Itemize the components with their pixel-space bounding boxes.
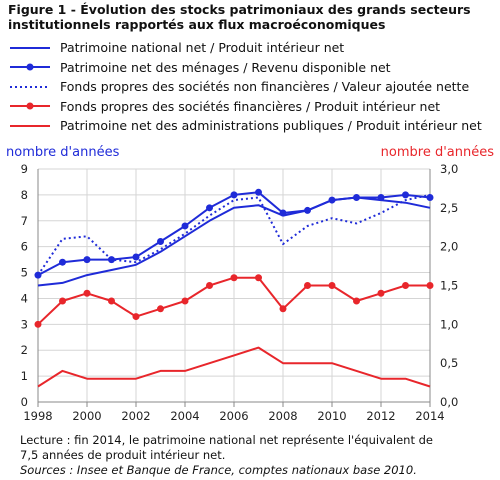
data-point bbox=[59, 258, 66, 266]
data-point bbox=[132, 253, 140, 261]
y-left-tick-label: 6 bbox=[21, 240, 28, 254]
series bbox=[34, 188, 434, 388]
y-right-tick-label: 0,5 bbox=[440, 356, 458, 370]
series-line-4 bbox=[37, 346, 431, 388]
x-tick-label: 2012 bbox=[366, 409, 395, 423]
x-tick-label: 2004 bbox=[170, 409, 199, 423]
data-point bbox=[328, 282, 336, 289]
reading-note: Lecture : fin 2014, le patrimoine nation… bbox=[20, 433, 490, 478]
data-point bbox=[353, 297, 360, 305]
legend-label: Fonds propres des sociétés financières /… bbox=[60, 98, 441, 114]
data-point bbox=[353, 193, 360, 201]
source-line: Sources : Insee et Banque de France, com… bbox=[20, 463, 417, 477]
data-point bbox=[402, 282, 409, 289]
legend-swatch bbox=[10, 124, 50, 127]
data-point bbox=[402, 191, 409, 199]
y-right-axis-title: nombre d'années bbox=[380, 145, 494, 160]
data-point bbox=[157, 305, 164, 313]
y-right-tick-label: 1,5 bbox=[440, 279, 458, 293]
y-left-tick-label: 1 bbox=[21, 369, 28, 383]
data-point bbox=[34, 271, 42, 279]
data-point bbox=[279, 305, 287, 313]
x-tick-label: 2014 bbox=[415, 409, 444, 423]
data-point bbox=[108, 256, 115, 264]
legend-item: Patrimoine national net / Produit intéri… bbox=[8, 38, 494, 58]
data-point bbox=[304, 206, 311, 214]
legend: Patrimoine national net / Produit intéri… bbox=[8, 38, 494, 136]
x-tick-label: 1998 bbox=[23, 409, 52, 423]
series-line-2 bbox=[37, 193, 431, 276]
data-point bbox=[230, 274, 238, 282]
data-point bbox=[157, 237, 164, 245]
y-right-tick-label: 1,0 bbox=[440, 317, 458, 331]
y-left-tick-label: 4 bbox=[21, 291, 28, 305]
legend-swatch bbox=[10, 63, 50, 71]
data-point bbox=[255, 188, 262, 196]
legend-label: Fonds propres des sociétés non financièr… bbox=[60, 79, 470, 95]
data-point bbox=[34, 320, 42, 328]
data-point bbox=[59, 297, 66, 305]
data-point bbox=[377, 193, 385, 201]
note-line: 7,5 années de produit intérieur net. bbox=[20, 448, 226, 462]
legend-label: Patrimoine net des administrations publi… bbox=[60, 118, 482, 134]
y-right-tick-label: 0,0 bbox=[440, 395, 458, 409]
y-left-tick-label: 0 bbox=[21, 395, 28, 409]
legend-label: Patrimoine net des ménages / Revenu disp… bbox=[60, 59, 391, 75]
data-point bbox=[426, 282, 434, 289]
tick-labels: 0 1 2 3 4 5 6 7 8 9 0,0 0,5 1,0 1,5 2,0 2,5 3,0 1998 2000 2… bbox=[21, 162, 459, 423]
legend-item: Patrimoine net des administrations publi… bbox=[8, 116, 494, 136]
x-tick-label: 2002 bbox=[121, 409, 150, 423]
data-point bbox=[304, 282, 311, 289]
y-left-tick-label: 3 bbox=[21, 317, 28, 331]
data-point bbox=[426, 193, 434, 201]
legend-swatch bbox=[10, 46, 50, 49]
y-left-tick-label: 9 bbox=[21, 162, 28, 176]
data-point bbox=[181, 222, 189, 230]
y-left-axis-title: nombre d'années bbox=[6, 145, 120, 160]
y-right-tick-label: 2,0 bbox=[440, 240, 458, 254]
data-point bbox=[132, 313, 140, 321]
data-point bbox=[206, 282, 213, 289]
x-tick-label: 2008 bbox=[268, 409, 297, 423]
data-point bbox=[328, 196, 336, 204]
y-right-tick-label: 3,0 bbox=[440, 162, 458, 176]
data-point bbox=[230, 191, 238, 199]
data-point bbox=[83, 256, 91, 264]
data-point bbox=[83, 289, 91, 297]
data-point bbox=[255, 274, 262, 282]
legend-item: Fonds propres des sociétés non financièr… bbox=[8, 77, 494, 97]
legend-swatch bbox=[10, 102, 50, 110]
legend-item: Patrimoine net des ménages / Revenu disp… bbox=[8, 58, 494, 78]
y-right-tick-label: 2,5 bbox=[440, 201, 458, 215]
data-point bbox=[377, 289, 385, 297]
data-point bbox=[279, 209, 287, 217]
x-tick-label: 2010 bbox=[317, 409, 346, 423]
data-point bbox=[206, 204, 213, 212]
legend-label: Patrimoine national net / Produit intéri… bbox=[60, 40, 345, 56]
y-left-tick-label: 5 bbox=[21, 266, 28, 280]
y-left-tick-label: 8 bbox=[21, 188, 28, 202]
legend-swatch bbox=[10, 85, 50, 88]
legend-item: Fonds propres des sociétés financières /… bbox=[8, 97, 494, 117]
chart-title: Figure 1 - Évolution des stocks patrimon… bbox=[8, 2, 471, 32]
line-chart: 0 1 2 3 4 5 6 7 8 9 0,0 0,5 1,0 1,5 2,0 2,5 3,0 1998 2000 2… bbox=[21, 162, 459, 423]
data-point bbox=[108, 297, 115, 305]
x-tick-label: 2006 bbox=[219, 409, 248, 423]
y-left-tick-label: 2 bbox=[21, 343, 28, 357]
gridlines bbox=[37, 168, 431, 403]
y-left-tick-label: 7 bbox=[21, 214, 28, 228]
data-point bbox=[181, 297, 189, 305]
note-line: Lecture : fin 2014, le patrimoine nation… bbox=[20, 433, 434, 447]
x-tick-label: 2000 bbox=[72, 409, 101, 423]
